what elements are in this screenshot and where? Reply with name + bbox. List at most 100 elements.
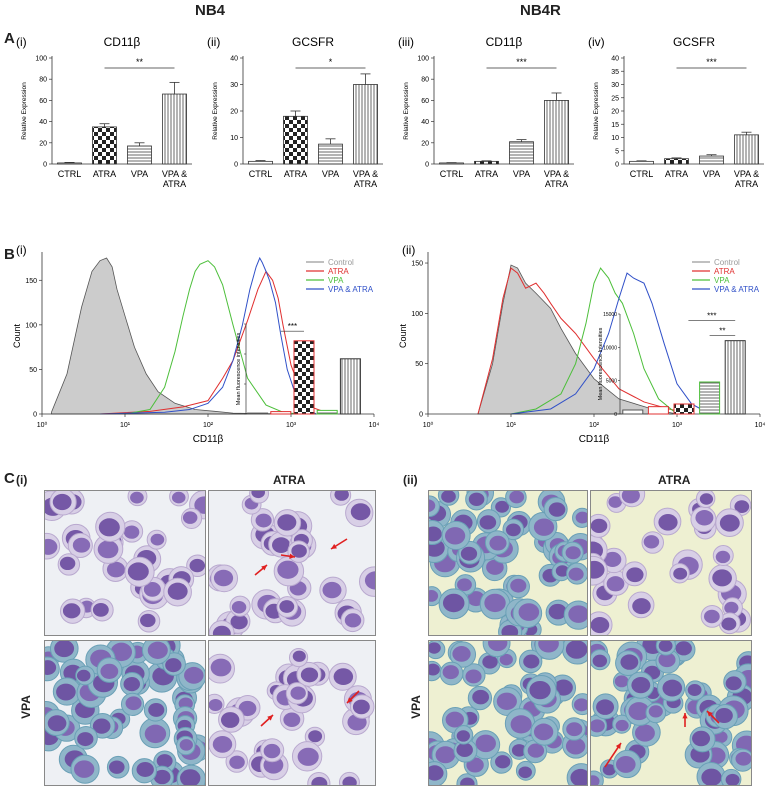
cell-nucleus — [496, 692, 517, 710]
x-tick-label: CTRL — [58, 169, 82, 179]
y-tick-label: 5 — [615, 148, 619, 155]
row-label-vpa-left: VPA — [18, 695, 33, 719]
cell-nucleus — [364, 571, 375, 590]
cell-nucleus — [165, 658, 182, 673]
cell-nucleus — [429, 499, 436, 512]
bar-chart-a1: (i) CD11β Relative Expression 0 20 40 60 80 100 C… — [16, 35, 192, 189]
cell-nucleus — [518, 766, 532, 779]
x-tick-line: ATRA — [665, 169, 688, 179]
cell-nucleus — [662, 679, 683, 697]
red-arrow-icon — [682, 713, 688, 719]
inset-y-tick-label: 15000 — [603, 312, 617, 318]
x-tick-line: ATRA — [163, 179, 186, 189]
cell-nucleus — [212, 625, 231, 635]
inset-y-label: Mean fluorescence Intensities — [598, 327, 604, 400]
chart-title: CD11β — [104, 35, 141, 49]
cell-nucleus — [442, 593, 465, 613]
y-tick-label: 20 — [230, 109, 238, 116]
cell-nucleus — [45, 538, 58, 555]
sub-label: (ii) — [207, 35, 220, 49]
cell-nucleus — [220, 712, 240, 728]
chart-title: CD11β — [486, 35, 523, 49]
cell-nucleus — [632, 598, 651, 615]
cell-nucleus — [150, 533, 165, 546]
x-tick-line: VPA — [513, 169, 530, 179]
cell-nucleus — [229, 755, 245, 769]
red-arrow-icon — [347, 697, 353, 703]
cell-nucleus — [510, 715, 532, 734]
series-line-2 — [510, 267, 678, 415]
cell-nucleus — [620, 654, 639, 670]
x-tick-label: ATRA — [475, 169, 498, 179]
series-line-1 — [99, 270, 331, 415]
y-tick-label: 150 — [411, 261, 423, 268]
inset-bar-0 — [622, 409, 644, 415]
micrograph-nb4r-atra — [590, 490, 752, 636]
cell-nucleus — [554, 679, 573, 696]
cell-nucleus — [465, 669, 482, 684]
header-nb4: NB4 — [195, 2, 226, 19]
cell-nucleus — [715, 550, 731, 564]
x-tick-line: CTRL — [58, 169, 82, 179]
cell-nucleus — [529, 680, 551, 700]
cell-nucleus — [147, 641, 168, 659]
red-arrow-icon — [267, 715, 273, 721]
x-tick-label: 10² — [589, 422, 600, 429]
bar-3 — [734, 134, 759, 165]
y-tick-label: 10 — [230, 135, 238, 142]
red-arrow-icon — [289, 553, 295, 559]
cell-nucleus — [334, 491, 349, 501]
inset-bar-1 — [270, 411, 292, 415]
cell-nucleus — [568, 605, 587, 623]
cell-nucleus — [596, 699, 615, 715]
cell-nucleus — [488, 641, 508, 652]
cell-nucleus — [533, 723, 554, 741]
cell-nucleus — [45, 660, 57, 675]
row-label-vpa-right: VPA — [408, 695, 423, 719]
sub-label: (ii) — [402, 243, 415, 257]
cell-nucleus — [213, 569, 234, 587]
y-tick-label: 40 — [230, 56, 238, 63]
cell-nucleus — [255, 513, 272, 528]
cell-nucleus — [495, 755, 511, 769]
y-tick-label: 50 — [415, 361, 423, 368]
col-label-atra-right: ATRA — [658, 473, 691, 487]
sig-marker: *** — [706, 57, 717, 67]
cell-nucleus — [606, 576, 625, 592]
cell-nucleus — [602, 764, 616, 776]
bar-1 — [664, 158, 689, 165]
x-tick-line: VPA & — [544, 169, 569, 179]
cell-nucleus — [263, 743, 281, 759]
inset-bar-1 — [647, 406, 669, 415]
cell-nucleus — [555, 565, 570, 577]
cell-nucleus — [704, 609, 720, 624]
cell-nucleus — [59, 556, 76, 571]
y-axis-label: Count — [12, 324, 22, 349]
cell-nucleus — [156, 754, 173, 768]
cell-nucleus — [140, 613, 156, 628]
cell-nucleus — [631, 677, 651, 694]
panel-label-b: B — [4, 246, 15, 263]
x-tick-label: 10⁴ — [369, 422, 380, 429]
inset-y-tick-label: 10000 — [603, 345, 617, 351]
cell-nucleus — [333, 668, 354, 686]
cell-nucleus — [658, 514, 678, 531]
legend-label: Control — [328, 258, 354, 267]
x-tick-line: VPA — [131, 169, 148, 179]
cell-nucleus — [62, 603, 81, 619]
x-tick-label: 10¹ — [506, 422, 517, 429]
micrograph-nb4r-vpa — [428, 640, 588, 786]
cell-nucleus — [167, 582, 188, 600]
cell-nucleus — [56, 683, 76, 701]
y-tick-label: 20 — [39, 140, 47, 147]
cell-nucleus — [548, 502, 566, 517]
x-tick-line: ATRA — [735, 179, 758, 189]
cell-nucleus — [209, 699, 223, 711]
cell-nucleus — [658, 641, 673, 652]
cell-nucleus — [297, 747, 319, 766]
cell-nucleus — [509, 491, 525, 504]
cell-nucleus — [283, 712, 301, 728]
cell-nucleus — [592, 654, 608, 668]
cell-nucleus — [92, 718, 111, 734]
